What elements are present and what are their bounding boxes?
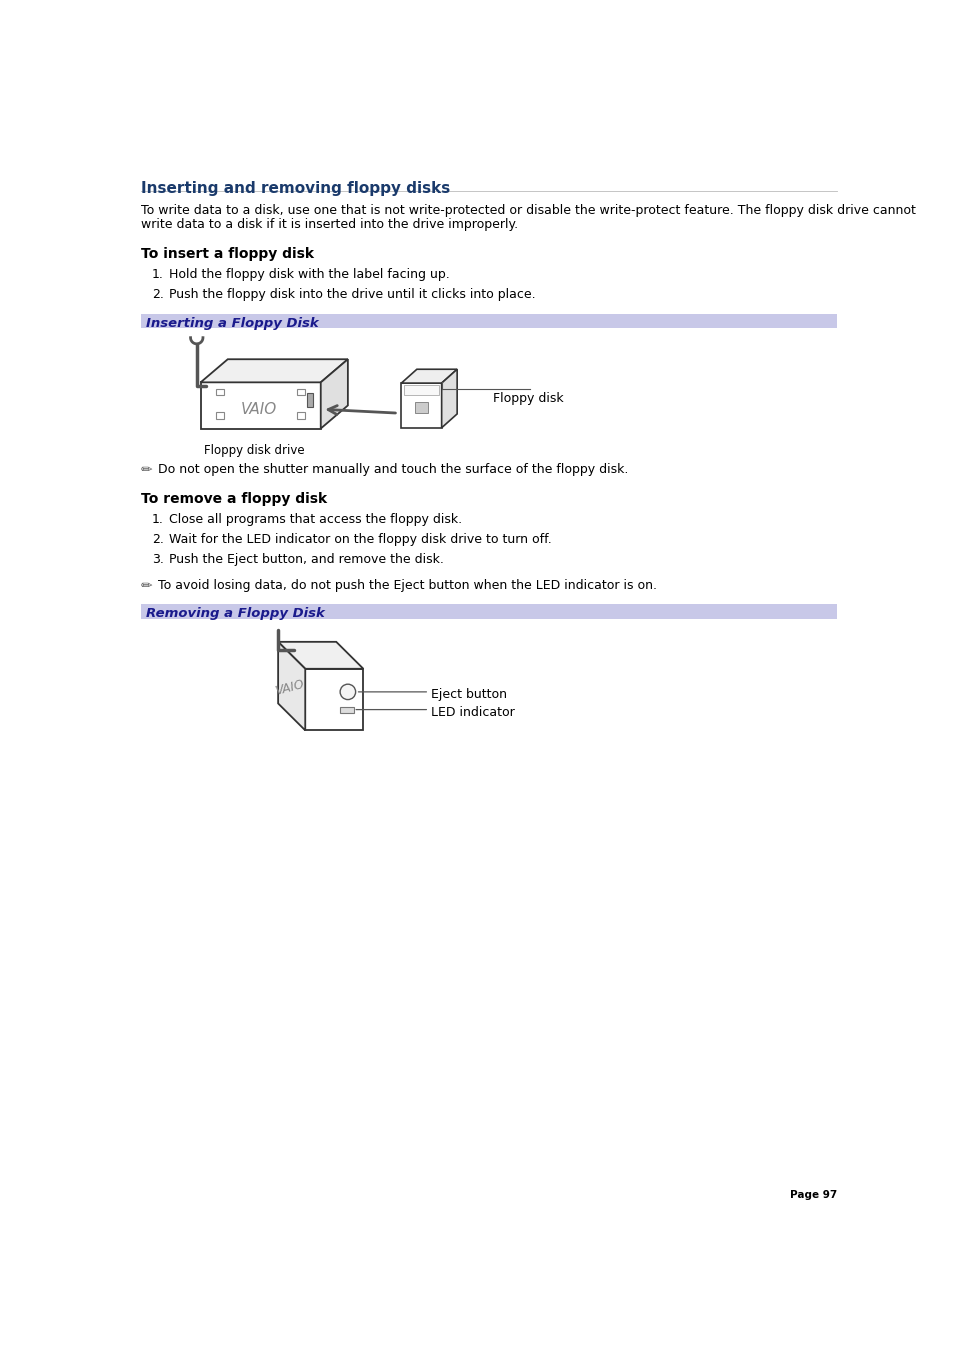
Polygon shape bbox=[200, 359, 348, 382]
Bar bbox=[141, 604, 836, 619]
Text: write data to a disk if it is inserted into the drive improperly.: write data to a disk if it is inserted i… bbox=[141, 218, 517, 231]
Text: To remove a floppy disk: To remove a floppy disk bbox=[141, 493, 327, 507]
Bar bbox=[415, 403, 427, 413]
Circle shape bbox=[340, 684, 355, 700]
Polygon shape bbox=[401, 369, 456, 384]
Bar bbox=[297, 389, 305, 396]
Text: Push the floppy disk into the drive until it clicks into place.: Push the floppy disk into the drive unti… bbox=[169, 288, 535, 301]
Text: ✏: ✏ bbox=[141, 463, 152, 477]
Text: 2.: 2. bbox=[152, 534, 164, 546]
Polygon shape bbox=[441, 369, 456, 428]
Bar bbox=[403, 385, 439, 394]
Bar bbox=[216, 412, 224, 419]
Text: VAIO: VAIO bbox=[240, 401, 276, 417]
Text: Floppy disk drive: Floppy disk drive bbox=[204, 444, 305, 457]
Polygon shape bbox=[320, 359, 348, 428]
Bar bbox=[340, 707, 354, 713]
Text: Do not open the shutter manually and touch the surface of the floppy disk.: Do not open the shutter manually and tou… bbox=[158, 463, 628, 476]
Bar bbox=[297, 412, 305, 419]
Text: Eject button: Eject button bbox=[431, 689, 506, 701]
Text: Inserting a Floppy Disk: Inserting a Floppy Disk bbox=[146, 317, 318, 330]
Bar bbox=[141, 313, 836, 328]
Text: 3.: 3. bbox=[152, 554, 164, 566]
Text: Page 97: Page 97 bbox=[789, 1190, 836, 1200]
Text: 1.: 1. bbox=[152, 269, 164, 281]
Text: VAIO: VAIO bbox=[274, 678, 306, 698]
Text: ✏: ✏ bbox=[141, 580, 152, 593]
Text: Inserting and removing floppy disks: Inserting and removing floppy disks bbox=[141, 181, 450, 196]
Polygon shape bbox=[401, 384, 441, 428]
Text: 2.: 2. bbox=[152, 288, 164, 301]
Polygon shape bbox=[200, 382, 320, 428]
Bar bbox=[307, 393, 313, 407]
Text: To write data to a disk, use one that is not write-protected or disable the writ: To write data to a disk, use one that is… bbox=[141, 204, 915, 218]
Text: LED indicator: LED indicator bbox=[431, 707, 514, 719]
Text: Hold the floppy disk with the label facing up.: Hold the floppy disk with the label faci… bbox=[169, 269, 449, 281]
Polygon shape bbox=[278, 642, 305, 731]
Text: Wait for the LED indicator on the floppy disk drive to turn off.: Wait for the LED indicator on the floppy… bbox=[169, 534, 551, 546]
Text: Floppy disk: Floppy disk bbox=[493, 392, 563, 404]
Text: Removing a Floppy Disk: Removing a Floppy Disk bbox=[146, 607, 324, 620]
Polygon shape bbox=[305, 669, 363, 731]
Text: To avoid losing data, do not push the Eject button when the LED indicator is on.: To avoid losing data, do not push the Ej… bbox=[158, 580, 657, 593]
Polygon shape bbox=[278, 642, 363, 669]
Text: Close all programs that access the floppy disk.: Close all programs that access the flopp… bbox=[169, 513, 461, 527]
Text: Push the Eject button, and remove the disk.: Push the Eject button, and remove the di… bbox=[169, 554, 443, 566]
Text: 1.: 1. bbox=[152, 513, 164, 527]
Text: To insert a floppy disk: To insert a floppy disk bbox=[141, 247, 314, 261]
Bar bbox=[216, 389, 224, 396]
